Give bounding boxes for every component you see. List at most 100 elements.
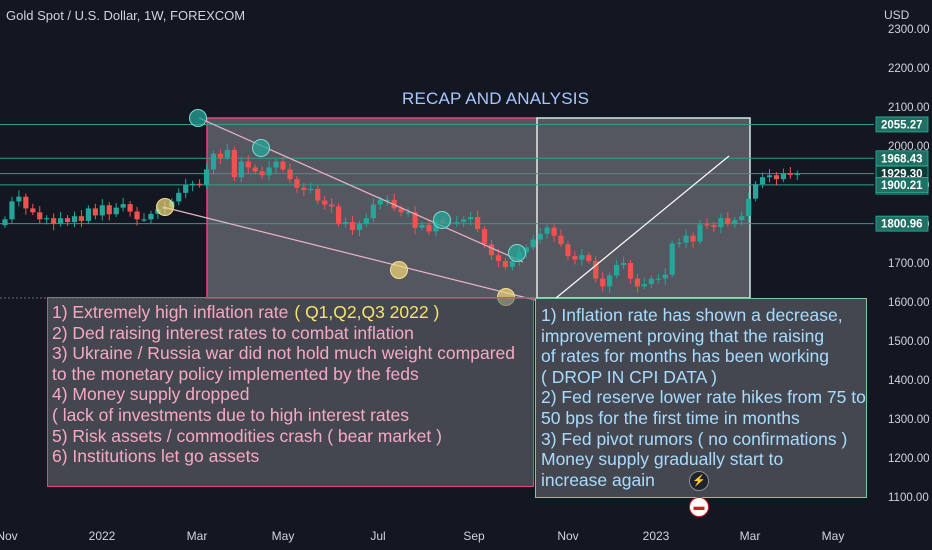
candle-body xyxy=(134,211,140,220)
candle-body xyxy=(718,218,724,228)
swing-high-marker xyxy=(508,244,526,262)
lower-trendline xyxy=(162,206,536,301)
candle-body xyxy=(495,255,502,262)
candle-body xyxy=(349,222,356,230)
candle-body xyxy=(384,199,390,202)
swing-high-marker xyxy=(252,139,270,157)
candle-body xyxy=(363,218,369,224)
candle-body xyxy=(377,199,383,205)
note-left-line: ( lack of investments due to high intere… xyxy=(52,404,409,425)
candle-body xyxy=(565,244,571,256)
x-tick-label: May xyxy=(272,529,295,543)
candle-body xyxy=(558,235,564,245)
x-tick-label: Jul xyxy=(370,529,385,543)
candle-body xyxy=(787,173,793,175)
candle-body xyxy=(23,196,29,209)
candle-body xyxy=(398,208,404,213)
candle-body xyxy=(704,224,710,226)
x-tick-label: May xyxy=(822,529,845,543)
candle-body xyxy=(488,244,495,256)
swing-low-marker xyxy=(390,261,408,279)
candle-body xyxy=(600,278,606,287)
candle-body xyxy=(16,196,22,202)
y-tick-label: 2300.00 xyxy=(888,24,930,36)
note-right-line: increase again xyxy=(541,469,655,490)
note-left-line: 2) Ded raising interest rates to combat … xyxy=(52,322,414,343)
note-right-line: Money supply gradually start to xyxy=(541,449,784,470)
candle-body xyxy=(113,207,119,215)
candle-body xyxy=(739,216,745,221)
candle-body xyxy=(614,264,620,276)
price-level-tag-label: 2055.27 xyxy=(881,119,923,131)
candle-body xyxy=(287,169,293,180)
x-tick-label: 2022 xyxy=(89,529,116,543)
y-tick-label: 1200.00 xyxy=(888,453,930,465)
candle-body xyxy=(551,227,557,236)
candle-body xyxy=(217,153,224,158)
currency-label: USD xyxy=(884,8,910,22)
note-left-line: 4) Money supply dropped xyxy=(52,384,250,405)
candle-body xyxy=(725,218,731,224)
candle-body xyxy=(620,263,627,265)
note-left-line: 1) Extremely high inflation rate( Q1,Q2,… xyxy=(52,302,440,322)
candle-body xyxy=(544,227,550,234)
price-level-tag xyxy=(875,215,929,232)
candle-body xyxy=(759,177,766,185)
swing-high-marker xyxy=(189,109,207,127)
y-tick-label: 2000.00 xyxy=(888,141,930,153)
note-left-line: to the monetary policy implemented by th… xyxy=(52,363,419,384)
candle-body xyxy=(308,188,314,191)
candle-body xyxy=(259,171,265,176)
price-level-tag xyxy=(875,116,929,133)
candle-body xyxy=(419,224,425,228)
candle-body xyxy=(405,212,411,214)
quarters-note: ( Q1,Q2,Q3 2022 ) xyxy=(294,302,440,322)
candle-body xyxy=(245,161,251,168)
candle-body xyxy=(329,204,335,207)
us-flag-icon[interactable]: ▬ xyxy=(689,497,709,517)
notes-left-panel[interactable]: 1) Extremely high inflation rate( Q1,Q2,… xyxy=(47,297,534,487)
candle-body xyxy=(99,205,105,216)
note-right-line: 3) Fed pivot rumors ( no confirmations ) xyxy=(541,428,848,449)
candle-body xyxy=(370,204,376,219)
flash-icon[interactable]: ⚡ xyxy=(689,471,709,491)
candle-body xyxy=(336,206,342,224)
candle-body xyxy=(537,233,543,240)
note-right-line: 1) Inflation rate has shown a decrease, xyxy=(541,305,843,325)
price-level-tag-label: 1800.96 xyxy=(881,219,923,231)
candle-body xyxy=(780,173,786,180)
candle-body xyxy=(593,261,599,279)
x-tick-label: 2023 xyxy=(643,529,670,543)
candle-body xyxy=(773,175,780,180)
candle-body xyxy=(176,192,182,202)
price-level-tag xyxy=(875,177,929,193)
candle-body xyxy=(280,161,286,170)
candle-body xyxy=(607,275,613,287)
candle-body xyxy=(273,161,279,168)
note-left-line: 5) Risk assets / commodities crash ( bea… xyxy=(52,425,442,446)
swing-high-marker xyxy=(433,211,451,229)
y-tick-label: 2200.00 xyxy=(888,63,930,75)
candle-body xyxy=(732,220,738,224)
note-right-line: 2) Fed reserve lower rate hikes from 75 … xyxy=(541,387,866,408)
candle-body xyxy=(141,219,147,221)
notes-right-panel[interactable]: 1) Inflation rate has shown a decrease, … xyxy=(535,298,867,498)
candle-body xyxy=(210,153,217,170)
candle-body xyxy=(266,167,272,176)
candle-body xyxy=(634,278,641,287)
candle-body xyxy=(461,219,467,223)
y-tick-label: 1100.00 xyxy=(888,492,929,504)
recovery-phase-box xyxy=(536,117,751,299)
candle-body xyxy=(252,167,258,172)
swing-low-marker xyxy=(156,198,174,216)
price-level-tag-label: 1968.43 xyxy=(881,153,923,165)
candle-body xyxy=(64,218,71,223)
y-tick-label: 1300.00 xyxy=(888,414,930,426)
note-right-line: improvement proving that the raising xyxy=(541,325,825,346)
candle-body xyxy=(683,235,689,243)
candle-body xyxy=(523,247,529,253)
candle-body xyxy=(502,261,508,267)
candle-body xyxy=(30,208,36,213)
candle-body xyxy=(2,219,8,226)
